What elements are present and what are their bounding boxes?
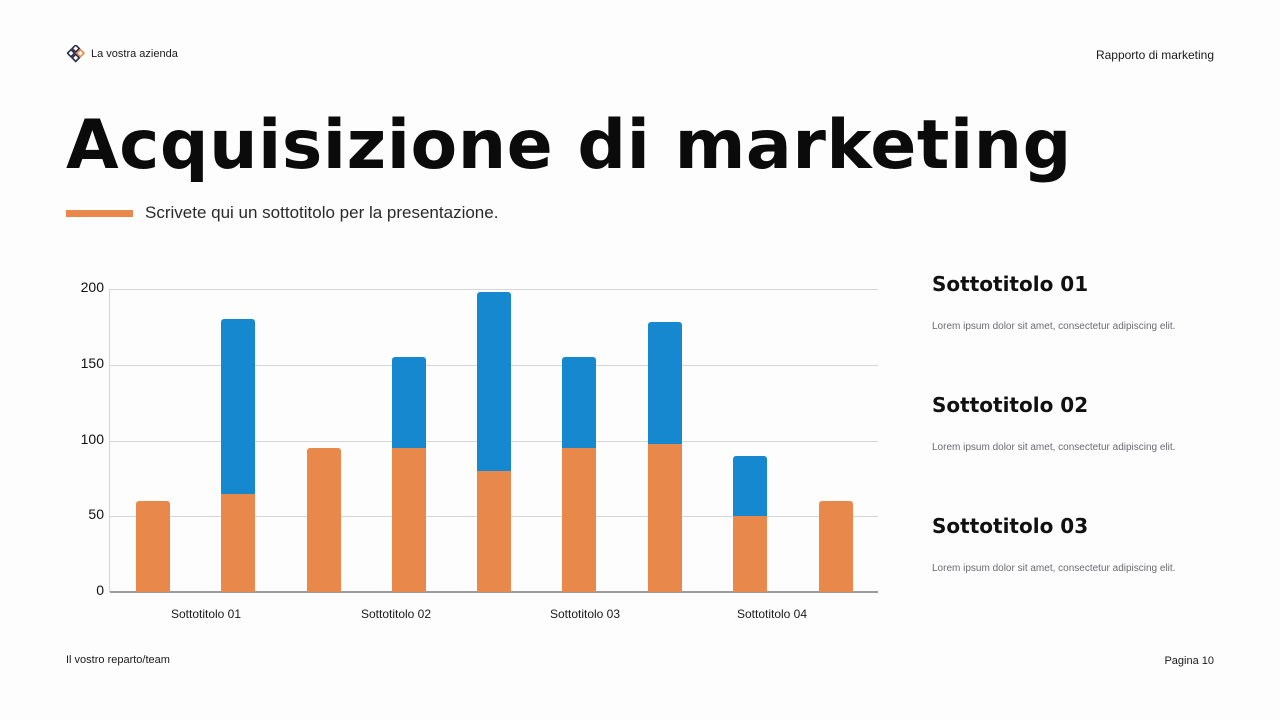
company-name: La vostra azienda [91, 48, 178, 60]
chart-bar [562, 357, 596, 592]
company-logo: La vostra azienda [67, 45, 178, 63]
chart-bar [648, 322, 682, 592]
x-tick-label: Sottotitolo 01 [170, 607, 242, 621]
sidebar-item-title: Sottotitolo 01 [932, 272, 1089, 296]
report-title: Rapporto di marketing [1095, 48, 1214, 62]
sidebar-item-3: Sottotitolo 03 Lorem ipsum dolor sit ame… [932, 514, 1232, 574]
y-axis-line [109, 289, 110, 592]
y-tick-label: 0 [96, 582, 104, 598]
sidebar-item-desc: Lorem ipsum dolor sit amet, consectetur … [932, 563, 1176, 574]
stacked-bar-chart: 0 50 100 150 200 Sottotitolo 01 Sottotitolo 02… [60, 270, 890, 630]
bar-segment-orange [819, 501, 853, 592]
sidebar-item-desc: Lorem ipsum dolor sit amet, consectetur … [932, 321, 1176, 332]
chart-bar [819, 501, 853, 592]
bar-segment-orange [733, 516, 767, 592]
bar-segment-blue [733, 455, 767, 517]
sidebar-item-title: Sottotitolo 03 [932, 514, 1089, 538]
sidebar-item-title: Sottotitolo 02 [932, 393, 1089, 417]
y-tick-label: 200 [80, 279, 104, 295]
x-tick-label: Sottotitolo 04 [736, 607, 808, 621]
y-tick-label: 50 [88, 506, 104, 523]
bar-segment-orange [392, 448, 426, 592]
chart-bar [477, 292, 511, 592]
bar-segment-orange [562, 448, 596, 592]
y-tick-label: 150 [80, 354, 104, 371]
page-subtitle: Scrivete qui un sottotitolo per la prese… [145, 203, 499, 222]
page-number: Pagina 10 [1164, 655, 1214, 667]
x-tick-label: Sottotitolo 03 [549, 607, 621, 621]
bar-segment-blue [392, 357, 426, 449]
diamond-grid-logo-icon [67, 45, 85, 63]
bar-segment-blue [648, 322, 682, 444]
bar-segment-blue [562, 357, 596, 449]
sidebar-item-1: Sottotitolo 01 Lorem ipsum dolor sit ame… [932, 272, 1232, 332]
bar-segment-orange [648, 443, 682, 592]
chart-bar [307, 448, 341, 592]
chart-bar [392, 357, 426, 592]
gridline [110, 289, 878, 290]
bar-segment-orange [136, 501, 170, 592]
x-tick-label: Sottotitolo 02 [360, 607, 432, 621]
footer-team: Il vostro reparto/team [66, 654, 170, 666]
chart-bar [136, 501, 170, 592]
chart-bar [221, 319, 255, 592]
sidebar-item-desc: Lorem ipsum dolor sit amet, consectetur … [932, 442, 1176, 453]
accent-bar [66, 210, 133, 217]
bar-segment-orange [221, 493, 255, 592]
y-tick-label: 100 [80, 430, 104, 447]
chart-bar [733, 455, 767, 592]
bar-segment-orange [307, 448, 341, 592]
bar-segment-blue [221, 319, 255, 494]
sidebar-item-2: Sottotitolo 02 Lorem ipsum dolor sit ame… [932, 393, 1232, 453]
page-title: Acquisizione di marketing [66, 106, 1072, 185]
bar-segment-blue [477, 292, 511, 471]
x-axis-line [110, 591, 878, 593]
bar-segment-orange [477, 470, 511, 592]
